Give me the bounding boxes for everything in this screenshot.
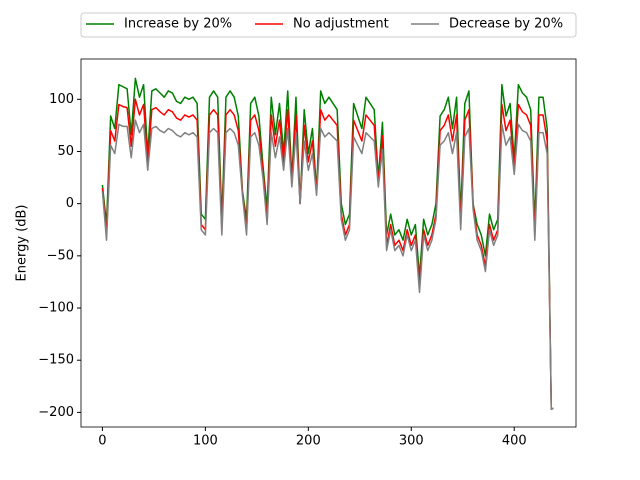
legend-label: Decrease by 20%: [449, 17, 563, 32]
series-line: [101, 98, 554, 411]
y-tick-label: 0: [66, 196, 74, 211]
y-tick-label: 50: [57, 144, 74, 159]
x-tick-label: 100: [193, 434, 218, 449]
x-tick-label: 0: [98, 434, 106, 449]
legend-label: No adjustment: [293, 17, 389, 32]
y-axis-label: Energy (dB): [15, 205, 30, 282]
y-tick-label: −150: [38, 353, 74, 368]
x-tick-label: 300: [399, 434, 424, 449]
x-tick-label: 200: [296, 434, 321, 449]
plot-frame: [80, 58, 577, 428]
y-tick-label: −200: [38, 405, 74, 420]
series-line: [101, 119, 554, 411]
legend-label: Increase by 20%: [124, 17, 232, 32]
y-tick-label: −100: [38, 301, 74, 316]
series-line: [101, 77, 554, 411]
legend-box: [80, 12, 577, 38]
y-tick-label: −50: [47, 248, 74, 263]
y-tick-label: 100: [49, 92, 74, 107]
x-tick-label: 400: [502, 434, 527, 449]
